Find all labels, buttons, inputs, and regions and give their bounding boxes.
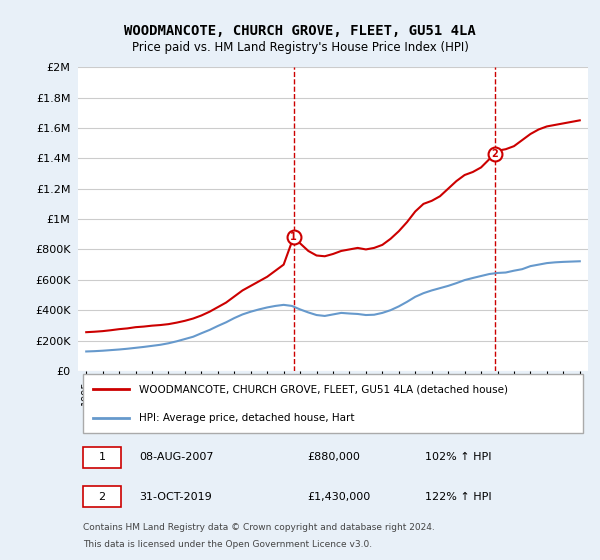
Text: 1: 1 bbox=[98, 452, 106, 463]
FancyBboxPatch shape bbox=[83, 374, 583, 433]
Text: Contains HM Land Registry data © Crown copyright and database right 2024.: Contains HM Land Registry data © Crown c… bbox=[83, 523, 435, 532]
FancyBboxPatch shape bbox=[83, 447, 121, 468]
Text: £1,430,000: £1,430,000 bbox=[308, 492, 371, 502]
Text: 122% ↑ HPI: 122% ↑ HPI bbox=[425, 492, 491, 502]
Text: Price paid vs. HM Land Registry's House Price Index (HPI): Price paid vs. HM Land Registry's House … bbox=[131, 41, 469, 54]
Text: 31-OCT-2019: 31-OCT-2019 bbox=[139, 492, 212, 502]
Text: 102% ↑ HPI: 102% ↑ HPI bbox=[425, 452, 491, 463]
Text: 2: 2 bbox=[491, 149, 498, 158]
Text: 1: 1 bbox=[290, 232, 297, 242]
Text: This data is licensed under the Open Government Licence v3.0.: This data is licensed under the Open Gov… bbox=[83, 540, 372, 549]
FancyBboxPatch shape bbox=[83, 486, 121, 507]
Text: WOODMANCOTE, CHURCH GROVE, FLEET, GU51 4LA: WOODMANCOTE, CHURCH GROVE, FLEET, GU51 4… bbox=[124, 24, 476, 38]
Text: £880,000: £880,000 bbox=[308, 452, 361, 463]
Text: 2: 2 bbox=[98, 492, 106, 502]
Text: WOODMANCOTE, CHURCH GROVE, FLEET, GU51 4LA (detached house): WOODMANCOTE, CHURCH GROVE, FLEET, GU51 4… bbox=[139, 384, 508, 394]
Text: HPI: Average price, detached house, Hart: HPI: Average price, detached house, Hart bbox=[139, 413, 355, 423]
Text: 08-AUG-2007: 08-AUG-2007 bbox=[139, 452, 214, 463]
